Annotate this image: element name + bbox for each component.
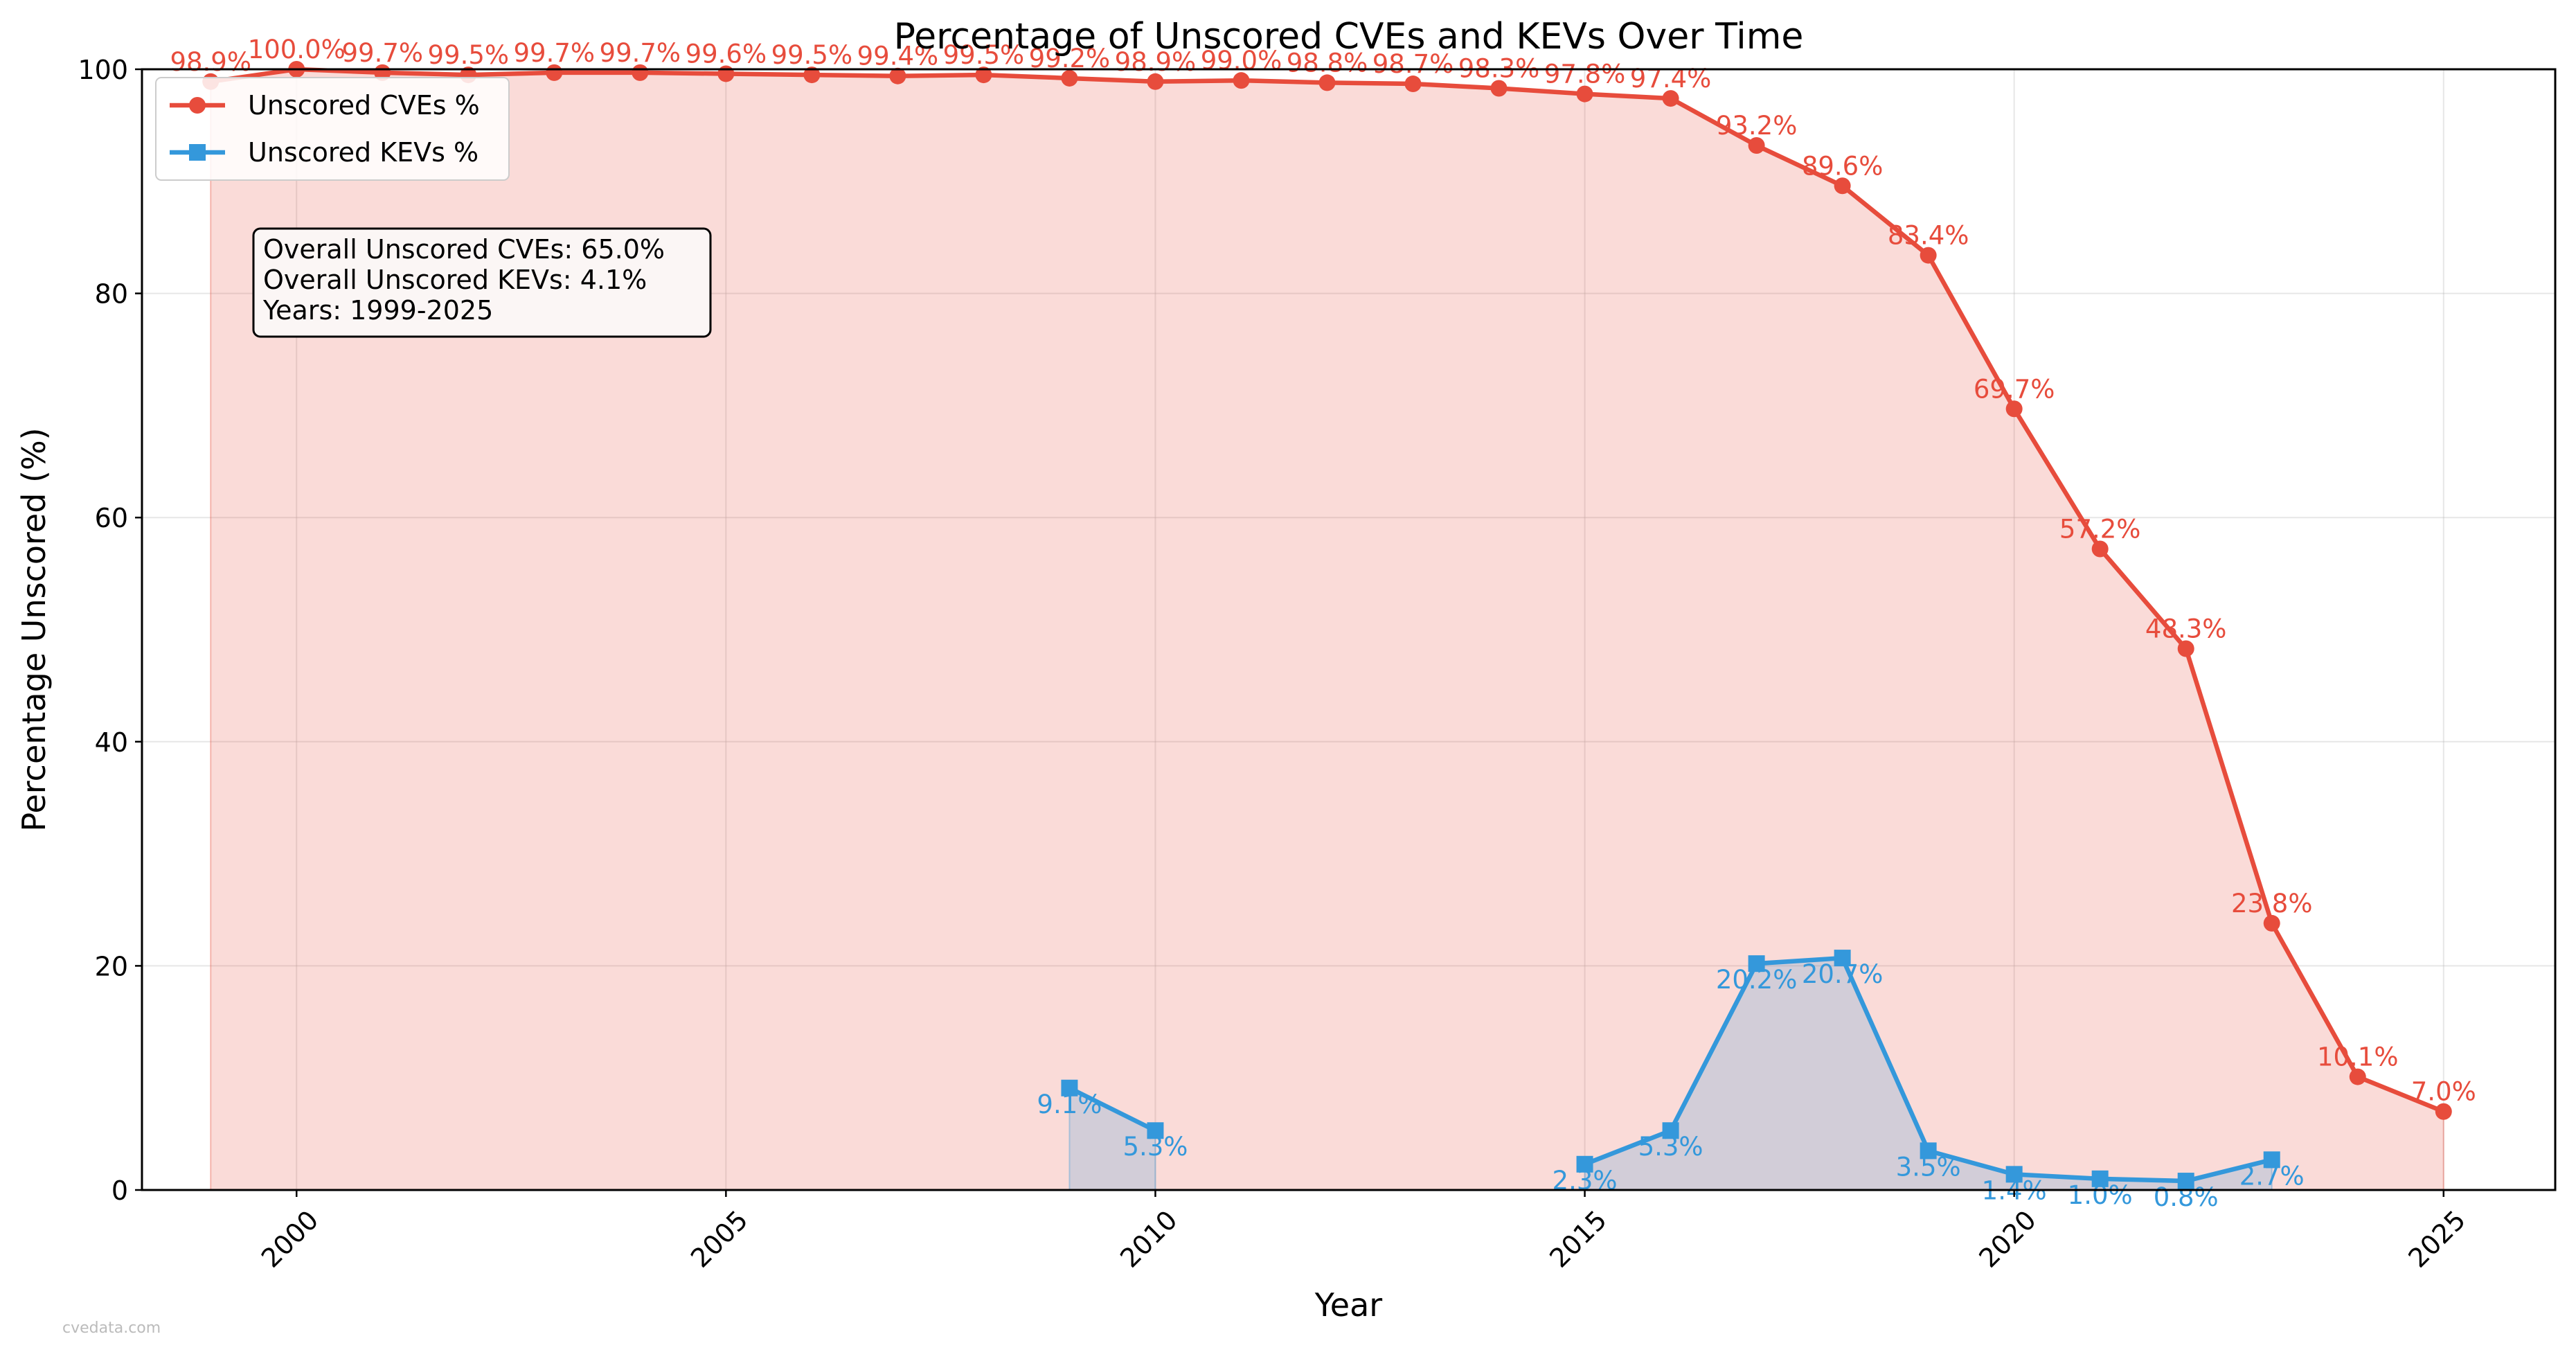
cve-data-label: 98.9% — [170, 47, 251, 77]
kev-data-label: 3.5% — [1896, 1152, 1961, 1182]
chart-title: Percentage of Unscored CVEs and KEVs Ove… — [894, 16, 1804, 57]
cve-point — [1490, 80, 1508, 97]
cve-point — [1662, 90, 1679, 107]
cve-data-label: 99.0% — [1201, 46, 1282, 76]
cve-data-label: 99.7% — [341, 38, 423, 68]
y-tick-label: 60 — [95, 503, 128, 533]
annotation-box: Overall Unscored CVEs: 65.0%Overall Unsc… — [252, 227, 712, 338]
kev-point — [1147, 1122, 1164, 1139]
cve-point — [889, 67, 906, 85]
legend-marker-circle — [189, 97, 206, 114]
cve-point — [1233, 72, 1250, 89]
kev-point — [1834, 950, 1851, 967]
cve-point — [2091, 540, 2109, 558]
x-tick-label: 2005 — [685, 1205, 754, 1274]
cve-data-label: 99.7% — [514, 38, 596, 68]
kev-point — [2005, 1166, 2023, 1183]
cve-point — [1318, 74, 1336, 91]
cve-data-label: 7.0% — [2411, 1077, 2476, 1107]
legend: Unscored CVEs % Unscored KEVs % — [155, 77, 510, 181]
kev-point — [1061, 1079, 1078, 1096]
plot-frame — [141, 68, 2557, 1191]
kev-data-label: 2.7% — [2239, 1161, 2305, 1191]
watermark: cvedata.com — [62, 1320, 161, 1337]
x-tick-label: 2020 — [1973, 1205, 2042, 1274]
annotation-frame — [252, 227, 712, 338]
kev-data-label: 9.1% — [1037, 1090, 1102, 1119]
legend-label: Unscored CVEs % — [248, 90, 480, 121]
cve-data-label: 98.9% — [1115, 47, 1197, 77]
cve-data-label: 69.7% — [1974, 374, 2055, 404]
x-tick-label: 2025 — [2402, 1205, 2471, 1274]
cve-data-label: 93.2% — [1716, 111, 1798, 141]
cve-point — [1748, 137, 1765, 154]
cve-point — [1920, 247, 1937, 264]
kev-point — [1920, 1142, 1937, 1160]
kev-series-line — [1068, 1085, 1156, 1133]
cve-point — [2435, 1103, 2452, 1120]
cve-point — [1834, 177, 1851, 195]
kev-data-label: 5.3% — [1122, 1132, 1188, 1162]
kev-point — [2263, 1151, 2280, 1169]
cve-point — [1061, 69, 1078, 87]
kev-point — [1748, 955, 1765, 972]
cve-data-label: 48.3% — [2145, 614, 2227, 644]
kev-data-label: 5.3% — [1638, 1132, 1703, 1162]
cve-point — [1576, 85, 1593, 103]
cve-data-label: 99.6% — [686, 39, 767, 69]
x-tick-label: 2010 — [1114, 1205, 1183, 1274]
cve-data-label: 83.4% — [1888, 221, 1969, 251]
x-axis-label: Year — [1314, 1286, 1382, 1324]
cve-point — [803, 66, 821, 84]
legend-frame — [155, 77, 510, 181]
kev-data-label: 0.8% — [2154, 1182, 2219, 1212]
cve-data-label: 100.0% — [248, 35, 346, 64]
cve-data-label: 57.2% — [2059, 515, 2141, 544]
cve-data-label: 10.1% — [2317, 1042, 2399, 1072]
cve-data-label: 99.5% — [943, 40, 1025, 70]
cve-data-label: 23.8% — [2231, 889, 2313, 918]
annotation-line: Overall Unscored CVEs: 65.0% — [263, 234, 665, 265]
cve-point — [2263, 914, 2280, 932]
y-tick-label: 80 — [95, 279, 128, 310]
kev-point — [2091, 1170, 2109, 1187]
x-tick-label: 2015 — [1544, 1205, 1613, 1274]
annotation-line: Overall Unscored KEVs: 4.1% — [263, 265, 647, 295]
kev-point — [1576, 1155, 1593, 1173]
y-tick-label: 20 — [95, 951, 128, 981]
annotation-line: Years: 1999-2025 — [262, 295, 493, 326]
x-tick-label: 2000 — [256, 1205, 325, 1274]
y-axis-label: Percentage Unscored (%) — [15, 427, 53, 831]
legend-marker-square — [189, 144, 206, 161]
cve-data-label: 99.5% — [771, 40, 853, 70]
cve-data-label: 97.8% — [1544, 60, 1626, 89]
cve-point — [2005, 400, 2023, 418]
legend-label: Unscored KEVs % — [248, 137, 478, 168]
cve-point — [2177, 640, 2194, 657]
y-tick-label: 40 — [95, 727, 128, 758]
cve-data-label: 89.6% — [1802, 151, 1884, 181]
cve-point — [1147, 73, 1164, 90]
kev-data-label: 20.7% — [1802, 959, 1884, 989]
cve-point — [1404, 76, 1422, 93]
cve-data-label: 99.5% — [428, 40, 510, 70]
kev-point — [2177, 1173, 2194, 1190]
cve-point — [2349, 1068, 2366, 1085]
cve-data-label: 98.8% — [1287, 48, 1368, 78]
kev-data-label: 1.0% — [2068, 1180, 2133, 1210]
kev-point — [1662, 1122, 1679, 1139]
y-tick-label: 0 — [111, 1175, 128, 1206]
y-tick-label: 100 — [78, 55, 128, 85]
cve-data-label: 98.7% — [1372, 49, 1454, 79]
cve-data-label: 99.7% — [600, 38, 681, 68]
kev-data-label: 20.2% — [1716, 965, 1798, 995]
cve-data-label: 99.4% — [857, 42, 939, 71]
cve-point — [975, 66, 992, 84]
